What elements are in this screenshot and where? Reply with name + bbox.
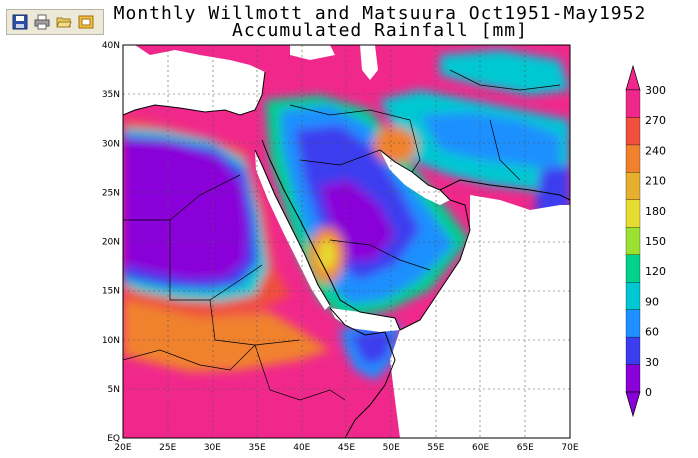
lat-label-15N: 15N: [102, 287, 120, 297]
colorbar-label-180: 180: [645, 205, 666, 218]
lat-label-25N: 25N: [102, 188, 120, 198]
lon-label-20E: 20E: [114, 443, 131, 453]
lon-label-60E: 60E: [472, 443, 489, 453]
colorbar-label-120: 120: [645, 265, 666, 278]
lat-label-20N: 20N: [102, 238, 120, 248]
colorbar: 0 30 60 90 120 150 180 210 240 270 300: [625, 64, 666, 418]
folder-open-icon: [56, 17, 72, 28]
colorbar-label-270: 270: [645, 114, 666, 127]
lat-label-10N: 10N: [102, 336, 120, 346]
country-borders: [122, 69, 561, 401]
colorbar-label-300: 300: [645, 84, 666, 97]
colorbar-swatch: [625, 172, 641, 200]
colorbar-swatch: [625, 117, 641, 146]
lon-label-45E: 45E: [338, 443, 355, 453]
lon-label-40E: 40E: [293, 443, 310, 453]
lon-label-70E: 70E: [561, 443, 578, 453]
colorbar-swatch: [625, 282, 641, 310]
colorbar-label-150: 150: [645, 235, 666, 248]
lat-label-40N: 40N: [102, 41, 120, 51]
colorbar-swatch: [625, 227, 641, 255]
title-line-2: Accumulated Rainfall [mm]: [232, 20, 528, 41]
printer-icon: [34, 14, 50, 30]
title-line-1: Monthly Willmott and Matsuura Oct1951-Ma…: [113, 3, 647, 24]
colorbar-label-60: 60: [645, 326, 659, 339]
open-button[interactable]: [55, 13, 73, 31]
colorbar-label-240: 240: [645, 144, 666, 157]
colorbar-swatch: [625, 364, 641, 393]
save-button[interactable]: [11, 13, 29, 31]
graticule: [123, 45, 570, 438]
toolbar: [6, 9, 104, 35]
export-image-icon: [78, 15, 94, 29]
lon-label-50E: 50E: [383, 443, 400, 453]
print-button[interactable]: [33, 13, 51, 31]
lon-label-30E: 30E: [204, 443, 221, 453]
coastlines: [122, 71, 571, 439]
lat-label-5N: 5N: [108, 385, 120, 395]
map-frame: [122, 44, 571, 439]
colorbar-bottom-arrow: [625, 391, 641, 418]
export-button[interactable]: [77, 13, 95, 31]
colorbar-swatch: [625, 254, 641, 283]
colorbar-label-30: 30: [645, 356, 659, 369]
floppy-disk-icon: [12, 14, 28, 30]
colorbar-label-90: 90: [645, 295, 659, 308]
lon-label-25E: 25E: [159, 443, 176, 453]
colorbar-swatch: [625, 336, 641, 365]
longitude-labels: 20E 25E 30E 35E 40E 45E 50E 55E 60E 65E 70E: [114, 443, 578, 453]
colorbar-label-210: 210: [645, 175, 666, 188]
colorbar-swatch: [625, 89, 641, 118]
lat-label-35N: 35N: [102, 90, 120, 100]
lon-label-55E: 55E: [427, 443, 444, 453]
colorbar-top-arrow: [625, 64, 641, 91]
colorbar-swatch: [625, 309, 641, 338]
lon-label-35E: 35E: [249, 443, 266, 453]
lat-label-EQ: EQ: [107, 434, 120, 444]
colorbar-swatch: [625, 199, 641, 228]
colorbar-label-0: 0: [645, 386, 652, 399]
lon-label-65E: 65E: [517, 443, 534, 453]
colorbar-swatch: [625, 144, 641, 173]
lat-label-30N: 30N: [102, 139, 120, 149]
latitude-labels: EQ 5N 10N 15N 20N 25N 30N 35N 40N: [102, 41, 120, 444]
